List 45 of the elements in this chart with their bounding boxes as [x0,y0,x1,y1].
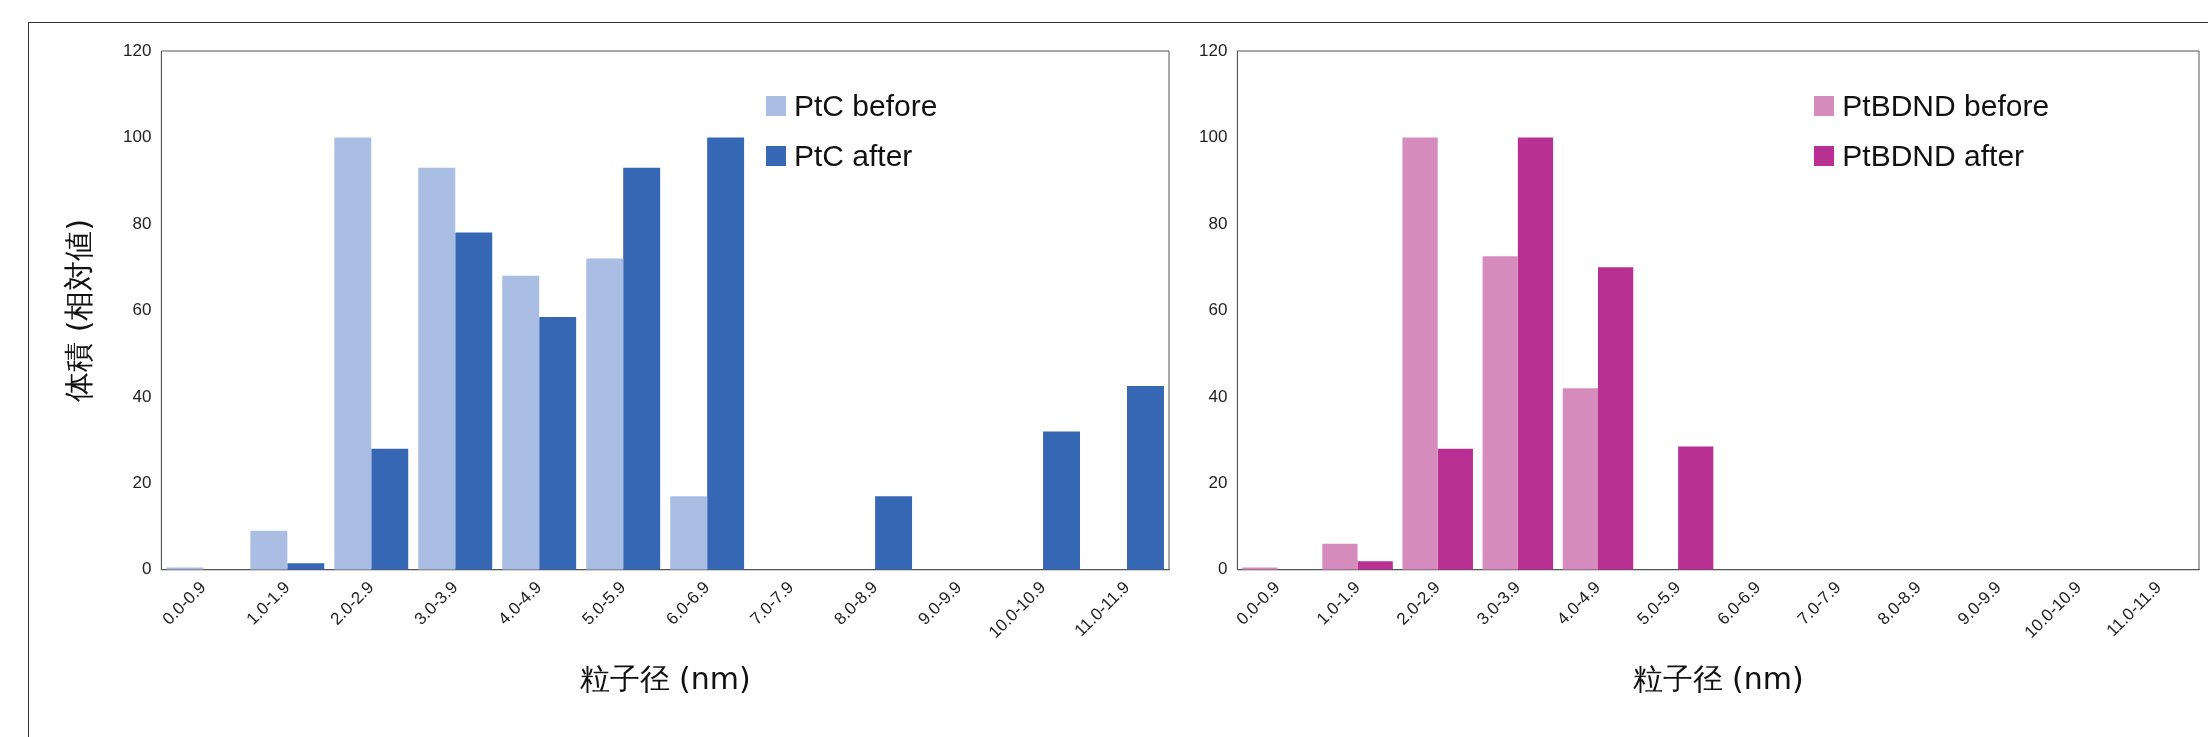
y-tick-label: 0 [1217,559,1228,579]
bar [287,563,325,570]
bar [586,258,624,570]
y-tick-label: 0 [141,559,152,579]
y-tick-label: 80 [132,213,152,233]
x-axis-title: 粒子径 (nm) [1632,660,1804,696]
bar [875,496,913,570]
bar [539,316,577,570]
y-tick-label: 120 [122,40,152,60]
bar [1597,267,1634,570]
legend-label: PtBDND before [1842,89,2050,123]
bar [250,530,288,570]
bar [670,496,708,570]
bar [1357,561,1393,570]
y-tick-label: 80 [1208,213,1228,233]
legend-label: PtC before [793,89,938,123]
bar [707,137,745,570]
bar [1437,448,1473,570]
bar [502,275,540,570]
y-tick-label: 60 [132,300,152,320]
y-tick-label: 40 [1208,386,1228,406]
bar [1562,388,1598,570]
bar [1043,431,1080,570]
bar [1127,386,1164,570]
bar [1322,543,1358,570]
y-tick-label: 20 [1208,473,1228,492]
bar [418,167,456,570]
y-tick-label: 120 [1198,40,1228,60]
bar [1517,137,1554,570]
bar [1678,446,1714,570]
y-tick-label: 40 [132,386,152,406]
y-tick-label: 100 [1198,127,1228,147]
legend-label: PtC after [793,139,913,173]
y-tick-label: 100 [122,127,152,147]
bar [623,167,661,570]
y-tick-label: 20 [132,473,152,492]
y-tick-label: 60 [1208,300,1228,320]
bar [455,232,493,570]
bar [334,137,372,570]
bar [1402,137,1438,570]
y-axis-title: 体積 (相対値) [60,218,96,402]
bar [371,448,409,570]
legend-label: PtBDND after [1842,139,2025,173]
x-axis-title: 粒子径 (nm) [579,660,751,696]
bar [1482,256,1518,570]
